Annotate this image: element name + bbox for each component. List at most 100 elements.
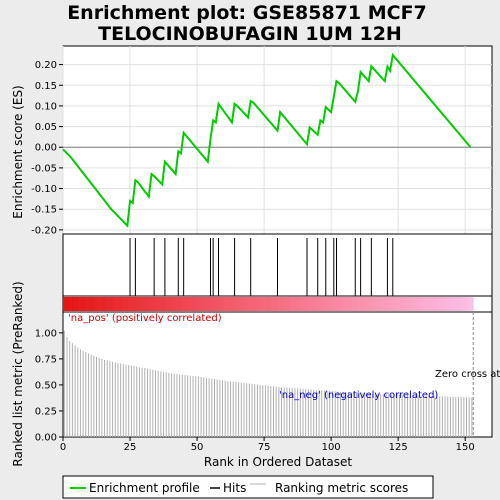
gradient-segment: [95, 297, 99, 311]
gradient-segment: [272, 297, 276, 311]
gradient-segment: [406, 297, 410, 311]
gradient-segment: [154, 297, 158, 311]
gradient-segment: [170, 297, 174, 311]
gradient-segment: [119, 297, 123, 311]
gradient-segment: [113, 297, 117, 311]
ranking-y-tick-label: 1.00: [35, 328, 57, 339]
gradient-segment: [87, 297, 91, 311]
gradient-segment: [360, 297, 364, 311]
ranking-y-tick-label: 0.00: [35, 433, 57, 444]
gradient-segment: [138, 297, 142, 311]
gradient-segment: [116, 297, 120, 311]
gradient-segment: [221, 297, 225, 311]
gradient-segment: [197, 297, 201, 311]
gradient-segment: [175, 297, 179, 311]
gradient-segment: [357, 297, 361, 311]
legend-hits-label: Hits: [223, 481, 246, 495]
gradient-segment: [191, 297, 195, 311]
gradient-segment: [392, 297, 396, 311]
gradient-segment: [320, 297, 324, 311]
gradient-segment: [81, 297, 85, 311]
gradient-segment: [242, 297, 246, 311]
gradient-segment: [341, 297, 345, 311]
gradient-segment: [92, 297, 96, 311]
gradient-segment: [156, 297, 160, 311]
zero-cross-label: Zero cross at 153: [435, 369, 500, 380]
gradient-segment: [408, 297, 412, 311]
legend-box: [62, 475, 434, 499]
es-y-axis-label: Enrichment score (ES): [11, 85, 25, 218]
gradient-segment: [352, 297, 356, 311]
gradient-segment: [111, 297, 115, 311]
gradient-segment: [239, 297, 243, 311]
gradient-segment: [454, 297, 458, 311]
x-tick-label: 100: [322, 442, 341, 453]
gradient-segment: [298, 297, 302, 311]
gradient-segment: [309, 297, 313, 311]
gradient-segment: [467, 297, 471, 311]
gradient-segment: [312, 297, 316, 311]
gradient-segment: [462, 297, 466, 311]
gradient-segment: [465, 297, 469, 311]
gradient-segment: [79, 297, 83, 311]
es-y-tick-label: -0.10: [31, 184, 57, 195]
gradient-segment: [379, 297, 383, 311]
gradient-segment: [446, 297, 450, 311]
neg-correlated-label: 'na_neg' (negatively correlated): [279, 390, 438, 401]
gradient-segment: [293, 297, 297, 311]
gradient-segment: [277, 297, 281, 311]
gradient-segment: [457, 297, 461, 311]
enrichment-profile-line: [62, 52, 472, 228]
gradient-segment: [229, 297, 233, 311]
gradient-segment: [365, 297, 369, 311]
gradient-segment: [374, 297, 378, 311]
gradient-segment: [108, 297, 112, 311]
gradient-segment: [199, 297, 203, 311]
gradient-segment: [124, 297, 128, 311]
ranking-y-axis-label: Ranked list metric (PreRanked): [11, 281, 25, 466]
gradient-segment: [223, 297, 227, 311]
x-tick-label: 50: [191, 442, 204, 453]
gradient-segment: [183, 297, 187, 311]
es-y-tick-label: 0.15: [35, 81, 57, 92]
gradient-segment: [245, 297, 249, 311]
gradient-segment: [301, 297, 305, 311]
gradient-segment: [207, 297, 211, 311]
gradient-segment: [135, 297, 139, 311]
es-y-tick-label: 0.05: [35, 122, 57, 133]
gradient-segment: [180, 297, 184, 311]
gradient-segment: [68, 297, 72, 311]
gradient-segment: [315, 297, 319, 311]
es-y-tick-label: -0.20: [31, 225, 57, 236]
x-axis-ticks: 0 25 50 75 100 125 150: [60, 437, 475, 453]
gradient-segment: [172, 297, 176, 311]
gradient-segment: [414, 297, 418, 311]
gradient-segment: [419, 297, 423, 311]
gradient-segment: [253, 297, 257, 311]
gradient-segment: [250, 297, 254, 311]
x-tick-label: 25: [124, 442, 137, 453]
x-tick-label: 125: [389, 442, 408, 453]
gradient-segment: [266, 297, 270, 311]
gradient-segment: [433, 297, 436, 311]
gradient-segment: [317, 297, 321, 311]
gradient-segment: [382, 297, 386, 311]
gradient-segment: [470, 297, 474, 311]
gradient-segment: [130, 297, 134, 311]
gradient-segment: [296, 297, 300, 311]
gradient-segment: [186, 297, 190, 311]
x-axis-label: Rank in Ordered Dataset: [204, 455, 352, 469]
gradient-segment: [304, 297, 308, 311]
gradient-segment: [355, 297, 359, 311]
gradient-segment: [333, 297, 337, 311]
gradient-segment: [159, 297, 163, 311]
gradient-segment: [234, 297, 238, 311]
gradient-segment: [202, 297, 206, 311]
ranking-y-tick-label: 0.50: [35, 380, 57, 391]
gradient-segment: [398, 297, 402, 311]
gradient-segment: [349, 297, 353, 311]
gradient-segment: [248, 297, 251, 311]
gradient-segment: [65, 297, 69, 311]
x-tick-label: 75: [258, 442, 271, 453]
gradient-segment: [347, 297, 351, 311]
